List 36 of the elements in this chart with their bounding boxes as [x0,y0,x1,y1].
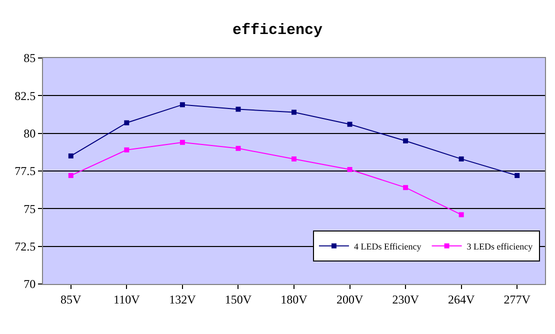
x-tick-label: 277V [504,292,531,306]
y-tick-label: 82.5 [14,88,36,103]
point [292,156,296,162]
point [403,138,408,144]
x-tick-label: 230V [392,292,420,306]
point [124,147,130,152]
x-tick-label: 180V [280,292,308,306]
point [514,173,520,178]
y-tick-label: 72.5 [14,240,36,254]
point [180,140,185,145]
x-tick-label: 110V [114,292,140,306]
point [236,146,241,151]
point [347,166,352,172]
point [180,102,185,108]
y-tick-label: 77.5 [14,164,36,178]
point [236,106,241,112]
x-tick-label: 264V [448,292,475,306]
point [292,110,296,115]
legend-label: 4 LEDs Efficiency [354,241,422,252]
x-tick-label: 85V [60,292,82,306]
point [68,153,74,158]
x-tick-label: 200V [336,292,364,306]
x-tick-label: 132V [169,292,196,306]
legend-label: 3 LEDs efficiency [466,241,534,252]
point [124,120,130,126]
y-tick-label: 70 [24,277,36,292]
y-tick-label: 75 [24,202,36,216]
point [68,173,74,178]
point [347,122,352,127]
y-tick-label: 80 [24,126,36,141]
point [403,185,408,190]
chart-title: efficiency [232,22,323,39]
x-tick-label: 150V [224,292,252,306]
y-tick-label: 85 [24,51,36,66]
point [458,156,464,162]
point [458,212,464,218]
